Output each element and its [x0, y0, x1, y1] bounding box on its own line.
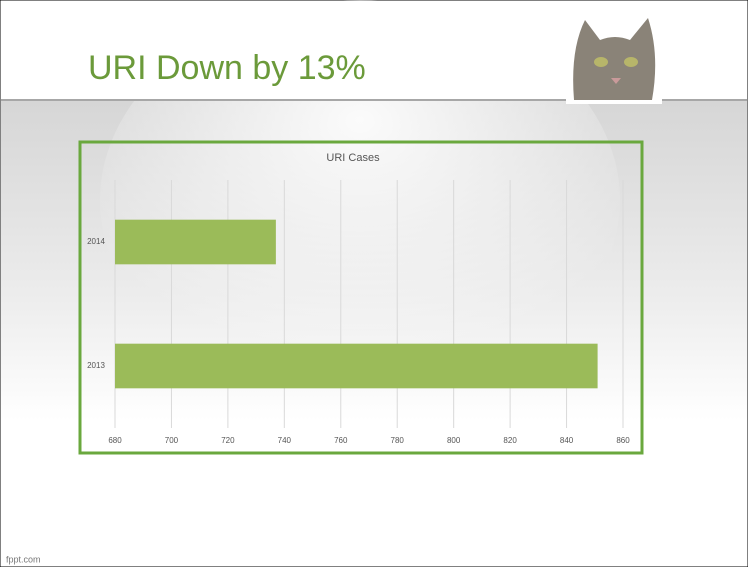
y-tick-label: 2013	[87, 361, 105, 370]
cat-image	[566, 18, 662, 104]
x-tick-label: 740	[278, 436, 292, 445]
x-tick-label: 680	[108, 436, 122, 445]
y-tick-label: 2014	[87, 237, 105, 246]
x-tick-label: 860	[616, 436, 630, 445]
slide-title: URI Down by 13%	[88, 49, 366, 87]
bar	[115, 220, 276, 265]
x-tick-label: 760	[334, 436, 348, 445]
slide: URI Down by 13% URI Cases fppt.com 680 70…	[0, 0, 748, 567]
x-tick-label: 720	[221, 436, 235, 445]
x-tick-label: 820	[503, 436, 517, 445]
page: URI Down by 13% URI Cases fppt.com 680 70…	[0, 0, 748, 567]
x-tick-label: 800	[447, 436, 461, 445]
chart-title: URI Cases	[326, 152, 380, 164]
x-tick-label: 700	[165, 436, 179, 445]
x-tick-label: 840	[560, 436, 574, 445]
x-tick-label: 780	[391, 436, 405, 445]
footer: fppt.com	[6, 554, 41, 564]
bar	[115, 344, 598, 389]
